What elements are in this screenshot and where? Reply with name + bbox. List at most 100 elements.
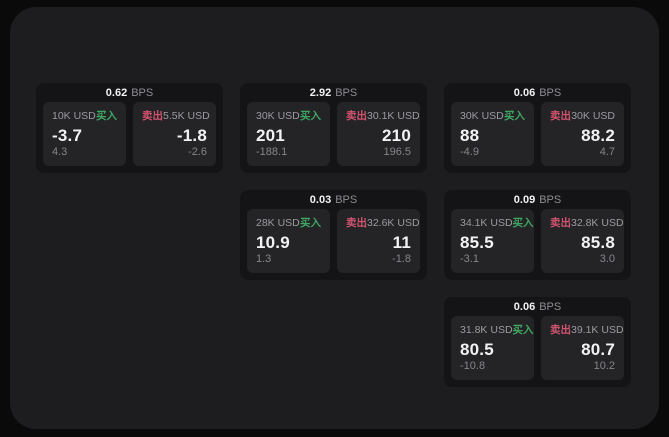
buy-top-row: 31.8K USD 买入 <box>460 324 534 337</box>
buy-top-row: 28K USD 买入 <box>256 217 321 230</box>
buy-price: -3.7 <box>52 126 83 145</box>
sell-label: 卖出 <box>346 110 367 122</box>
sell-sub-value: 10.2 <box>593 360 615 372</box>
sell-top-row: 卖出 32.6K USD <box>346 217 420 230</box>
card-header: 2.92 BPS <box>240 83 427 102</box>
sell-amount: 32.8K USD <box>571 217 624 229</box>
sell-panel[interactable]: 卖出 32.8K USD 85.8 3.0 <box>541 209 624 273</box>
card-body: 10K USD 买入 -3.7 4.3 卖出 5.5K USD -1.8 -2.… <box>36 102 223 173</box>
buy-price: 88 <box>460 126 480 145</box>
sell-top-row: 卖出 5.5K USD <box>142 110 210 123</box>
sell-top-row: 卖出 30.1K USD <box>346 110 420 123</box>
sell-sub-value: 4.7 <box>599 146 615 158</box>
sell-top-row: 卖出 39.1K USD <box>550 324 624 337</box>
card-header: 0.62 BPS <box>36 83 223 102</box>
quotes-grid: 0.62 BPS 10K USD 买入 -3.7 4.3 卖出 5.5K USD <box>36 83 631 387</box>
buy-sub-value: -4.9 <box>460 146 479 158</box>
sell-price: 210 <box>382 126 411 145</box>
sell-amount: 30K USD <box>571 110 615 122</box>
quote-card: 0.03 BPS 28K USD 买入 10.9 1.3 卖出 32.6K US… <box>240 190 427 280</box>
buy-panel[interactable]: 30K USD 买入 88 -4.9 <box>451 102 534 166</box>
buy-sub-value: 4.3 <box>52 146 68 158</box>
buy-amount: 30K USD <box>256 110 300 122</box>
card-body: 31.8K USD 买入 80.5 -10.8 卖出 39.1K USD 80.… <box>444 316 631 387</box>
sell-amount: 5.5K USD <box>163 110 210 122</box>
sell-top-row: 卖出 32.8K USD <box>550 217 624 230</box>
sell-amount: 30.1K USD <box>367 110 420 122</box>
buy-panel[interactable]: 34.1K USD 买入 85.5 -3.1 <box>451 209 534 273</box>
buy-price: 201 <box>256 126 285 145</box>
buy-top-row: 34.1K USD 买入 <box>460 217 534 230</box>
buy-panel[interactable]: 28K USD 买入 10.9 1.3 <box>247 209 330 273</box>
bps-value: 0.06 <box>513 300 536 313</box>
sell-panel[interactable]: 卖出 30K USD 88.2 4.7 <box>541 102 624 166</box>
bps-value: 0.62 <box>105 86 128 99</box>
bps-value: 0.03 <box>309 193 332 206</box>
card-header: 0.09 BPS <box>444 190 631 209</box>
sell-panel[interactable]: 卖出 5.5K USD -1.8 -2.6 <box>133 102 216 166</box>
card-body: 28K USD 买入 10.9 1.3 卖出 32.6K USD 11 -1.8 <box>240 209 427 280</box>
buy-label: 买入 <box>512 324 534 336</box>
buy-label: 买入 <box>512 217 534 229</box>
sell-label: 卖出 <box>550 217 571 229</box>
quotes-panel: 0.62 BPS 10K USD 买入 -3.7 4.3 卖出 5.5K USD <box>10 7 659 429</box>
buy-label: 买入 <box>96 110 117 122</box>
buy-amount: 34.1K USD <box>460 217 513 229</box>
buy-amount: 31.8K USD <box>460 324 513 336</box>
sell-amount: 32.6K USD <box>367 217 420 229</box>
sell-sub-value: -1.8 <box>392 253 411 265</box>
buy-label: 买入 <box>504 110 525 122</box>
sell-price: 88.2 <box>581 126 615 145</box>
buy-sub-value: -188.1 <box>256 146 288 158</box>
bps-value: 2.92 <box>309 86 332 99</box>
buy-top-row: 30K USD 买入 <box>460 110 525 123</box>
sell-price: -1.8 <box>176 126 207 145</box>
bps-value: 0.06 <box>513 86 536 99</box>
buy-sub-value: 1.3 <box>256 253 272 265</box>
sell-label: 卖出 <box>550 110 571 122</box>
quote-card: 0.06 BPS 30K USD 买入 88 -4.9 卖出 30K USD <box>444 83 631 173</box>
sell-panel[interactable]: 卖出 30.1K USD 210 196.5 <box>337 102 420 166</box>
buy-amount: 28K USD <box>256 217 300 229</box>
quote-card: 2.92 BPS 30K USD 买入 201 -188.1 卖出 30.1K … <box>240 83 427 173</box>
sell-sub-value: -2.6 <box>188 146 207 158</box>
buy-label: 买入 <box>300 110 321 122</box>
bps-unit: BPS <box>539 300 562 313</box>
sell-panel[interactable]: 卖出 39.1K USD 80.7 10.2 <box>541 316 624 380</box>
sell-amount: 39.1K USD <box>571 324 624 336</box>
buy-sub-value: -10.8 <box>460 360 486 372</box>
sell-label: 卖出 <box>142 110 163 122</box>
card-header: 0.06 BPS <box>444 83 631 102</box>
buy-amount: 30K USD <box>460 110 504 122</box>
sell-label: 卖出 <box>550 324 571 336</box>
bps-unit: BPS <box>335 193 358 206</box>
buy-price: 85.5 <box>460 233 494 252</box>
buy-label: 买入 <box>300 217 321 229</box>
quote-card: 0.06 BPS 31.8K USD 买入 80.5 -10.8 卖出 39.1… <box>444 297 631 387</box>
buy-panel[interactable]: 30K USD 买入 201 -188.1 <box>247 102 330 166</box>
quote-card: 0.62 BPS 10K USD 买入 -3.7 4.3 卖出 5.5K USD <box>36 83 223 173</box>
buy-panel[interactable]: 31.8K USD 买入 80.5 -10.8 <box>451 316 534 380</box>
quote-card: 0.09 BPS 34.1K USD 买入 85.5 -3.1 卖出 32.8K… <box>444 190 631 280</box>
buy-price: 10.9 <box>256 233 290 252</box>
buy-amount: 10K USD <box>52 110 96 122</box>
buy-price: 80.5 <box>460 340 494 359</box>
buy-sub-value: -3.1 <box>460 253 479 265</box>
bps-unit: BPS <box>335 86 358 99</box>
bps-unit: BPS <box>539 86 562 99</box>
bps-unit: BPS <box>539 193 562 206</box>
bps-unit: BPS <box>131 86 154 99</box>
buy-panel[interactable]: 10K USD 买入 -3.7 4.3 <box>43 102 126 166</box>
sell-price: 85.8 <box>581 233 615 252</box>
card-header: 0.03 BPS <box>240 190 427 209</box>
sell-price: 80.7 <box>581 340 615 359</box>
sell-panel[interactable]: 卖出 32.6K USD 11 -1.8 <box>337 209 420 273</box>
buy-top-row: 10K USD 买入 <box>52 110 117 123</box>
card-body: 30K USD 买入 201 -188.1 卖出 30.1K USD 210 1… <box>240 102 427 173</box>
sell-price: 11 <box>392 233 411 252</box>
bps-value: 0.09 <box>513 193 536 206</box>
sell-top-row: 卖出 30K USD <box>550 110 615 123</box>
card-header: 0.06 BPS <box>444 297 631 316</box>
sell-sub-value: 196.5 <box>383 146 411 158</box>
card-body: 34.1K USD 买入 85.5 -3.1 卖出 32.8K USD 85.8… <box>444 209 631 280</box>
